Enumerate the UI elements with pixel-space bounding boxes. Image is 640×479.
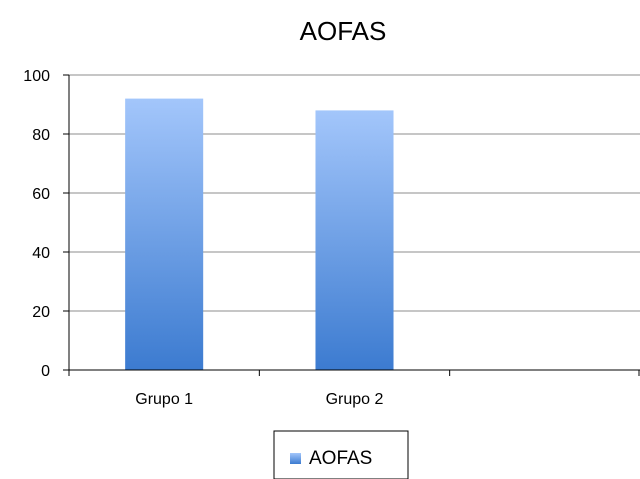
x-category-labels: Grupo 1 Grupo 2 (135, 391, 383, 408)
legend-swatch (290, 453, 301, 464)
y-tick-label: 100 (23, 68, 50, 85)
y-tick-label: 80 (32, 127, 50, 144)
x-category-label: Grupo 1 (135, 391, 193, 408)
y-tick-label: 40 (32, 245, 50, 262)
bar-Grupo 1 (125, 98, 204, 370)
legend: AOFAS (273, 430, 409, 479)
bars (125, 98, 394, 371)
legend-label: AOFAS (309, 448, 372, 469)
y-tick-label: 20 (32, 304, 50, 321)
y-tick-label: 60 (32, 186, 50, 203)
chart-title: AOFAS (300, 16, 387, 46)
bar-Grupo 2 (315, 110, 394, 371)
x-category-label: Grupo 2 (326, 391, 384, 408)
axes (63, 74, 640, 376)
y-tick-labels: 0 20 40 60 80 100 (23, 68, 50, 380)
y-tick-label: 0 (41, 363, 50, 380)
